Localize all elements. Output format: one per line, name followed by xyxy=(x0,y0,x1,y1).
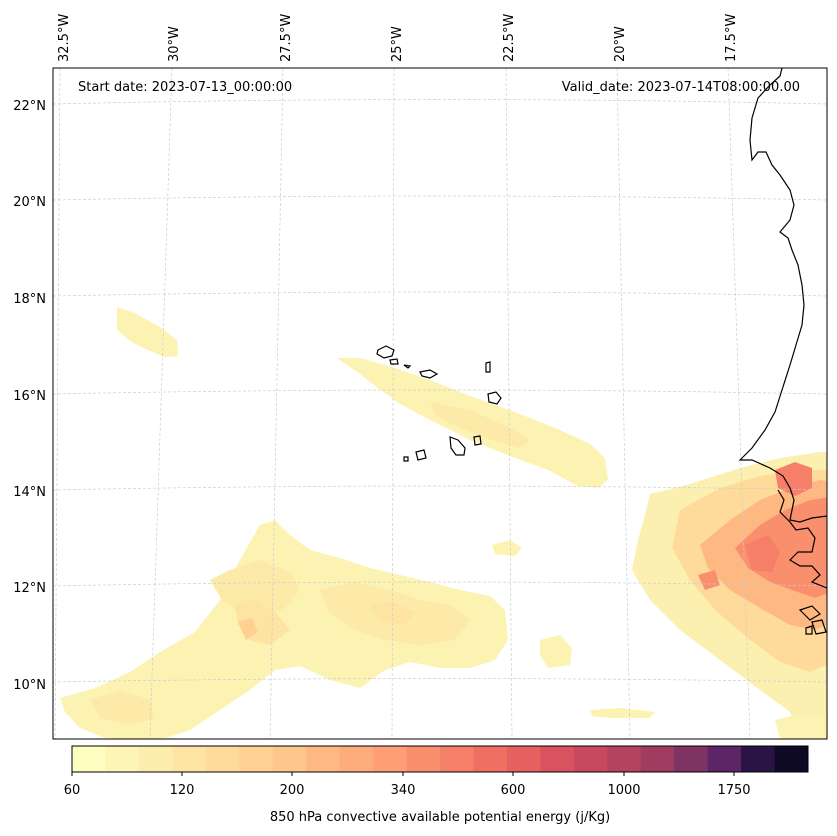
colorbar-tick-label: 1000 xyxy=(607,783,640,798)
cape-verde-sao-vicente xyxy=(389,358,399,365)
colorbar-cell xyxy=(373,746,408,772)
colorbar-cell xyxy=(440,746,474,772)
colorbar-cell xyxy=(306,746,341,772)
colorbar-tick-label: 1750 xyxy=(717,783,750,798)
colorbar-cell xyxy=(406,746,441,772)
africa-coastline-islands xyxy=(798,605,827,635)
colorbar-cells xyxy=(72,746,809,772)
colorbar-cell xyxy=(607,746,642,772)
cape-region-southwest-spot xyxy=(238,618,258,640)
cape-field xyxy=(60,307,827,739)
cape-verde-sal xyxy=(485,361,491,373)
start-date-label: Start date: 2023-07-13_00:00:00 xyxy=(78,80,292,95)
colorbar-tick-label: 600 xyxy=(501,783,526,798)
lon-label: 22.5°W xyxy=(502,14,517,62)
africa-coastline-south xyxy=(777,489,827,589)
cape-region-east-spot xyxy=(745,535,780,572)
lon-label: 25°W xyxy=(390,26,405,62)
colorbar-cell xyxy=(72,746,106,772)
cape-verde-fogo xyxy=(415,449,427,461)
map-border xyxy=(52,67,828,740)
colorbar-cell xyxy=(272,746,307,772)
colorbar-ticks xyxy=(71,772,735,776)
lat-label: 20°N xyxy=(13,195,46,210)
colorbar-cell xyxy=(573,746,608,772)
cape-patch-west-dot xyxy=(198,634,208,644)
cape-patch-southeast xyxy=(775,714,827,739)
lat-label: 14°N xyxy=(13,485,46,500)
lon-label: 27.5°W xyxy=(279,14,294,62)
colorbar-border xyxy=(71,745,809,773)
colorbar-tick-label: 60 xyxy=(64,783,81,798)
colorbar-cell xyxy=(774,746,809,772)
colorbar-cell xyxy=(239,746,274,772)
lon-label: 32.5°W xyxy=(57,14,72,62)
cape-verde-brava xyxy=(403,456,409,462)
cape-verde-santiago xyxy=(449,436,466,456)
colorbar-cell xyxy=(506,746,541,772)
lon-label: 20°W xyxy=(613,26,628,62)
colorbar-tick-label: 200 xyxy=(280,783,305,798)
cape-patch-south xyxy=(590,708,655,718)
cape-region-east-spot2 xyxy=(698,570,720,590)
colorbar-cell xyxy=(473,746,508,772)
colorbar-tick-label: 120 xyxy=(170,783,195,798)
cape-region-southwest-l2 xyxy=(210,560,300,618)
lon-label: 17.5°W xyxy=(724,14,739,62)
lon-label: 30°W xyxy=(167,26,182,62)
cape-verde-boa-vista xyxy=(487,391,502,405)
colorbar-cell xyxy=(138,746,173,772)
colorbar-cell xyxy=(707,746,742,772)
colorbar-cell xyxy=(540,746,575,772)
cape-verde-maio xyxy=(473,435,482,446)
colorbar: 60 120 200 340 600 1000 1750 850 hPa con… xyxy=(64,745,809,825)
colorbar-title: 850 hPa convective available potential e… xyxy=(270,810,610,825)
colorbar-tick-label: 340 xyxy=(391,783,416,798)
cape-verde-sao-nicolau xyxy=(419,369,439,379)
lat-label: 22°N xyxy=(13,99,46,114)
cape-region-east-l4 xyxy=(735,497,827,598)
cape-region-east-l5 xyxy=(775,462,812,496)
lat-label: 16°N xyxy=(13,389,46,404)
colorbar-cell xyxy=(105,746,140,772)
cape-patch-southcentral xyxy=(540,635,572,668)
colorbar-cell xyxy=(640,746,675,772)
coastlines xyxy=(376,68,827,635)
lat-label: 18°N xyxy=(13,292,46,307)
colorbar-cell xyxy=(205,746,240,772)
valid-date-label: Valid_date: 2023-07-14T08:00:00.00 xyxy=(562,80,800,95)
latitude-labels: 22°N 20°N 18°N 16°N 14°N 12°N 10°N xyxy=(13,99,46,693)
cape-verde-santa-luzia xyxy=(403,364,412,369)
cape-verde-santo-antao xyxy=(376,345,395,359)
cape-region-southwest-l4 xyxy=(90,690,155,725)
graticule xyxy=(53,68,827,739)
colorbar-cell xyxy=(674,746,709,772)
cape-patch-central xyxy=(492,540,522,556)
colorbar-cell xyxy=(741,746,776,772)
colorbar-cell xyxy=(339,746,374,772)
africa-coastline-north xyxy=(738,68,827,523)
lat-label: 12°N xyxy=(13,581,46,596)
lat-label: 10°N xyxy=(13,678,46,693)
colorbar-cell xyxy=(172,746,207,772)
longitude-labels: 32.5°W 30°W 27.5°W 25°W 22.5°W 20°W 17.5… xyxy=(57,14,739,62)
cape-band-core xyxy=(430,402,530,448)
